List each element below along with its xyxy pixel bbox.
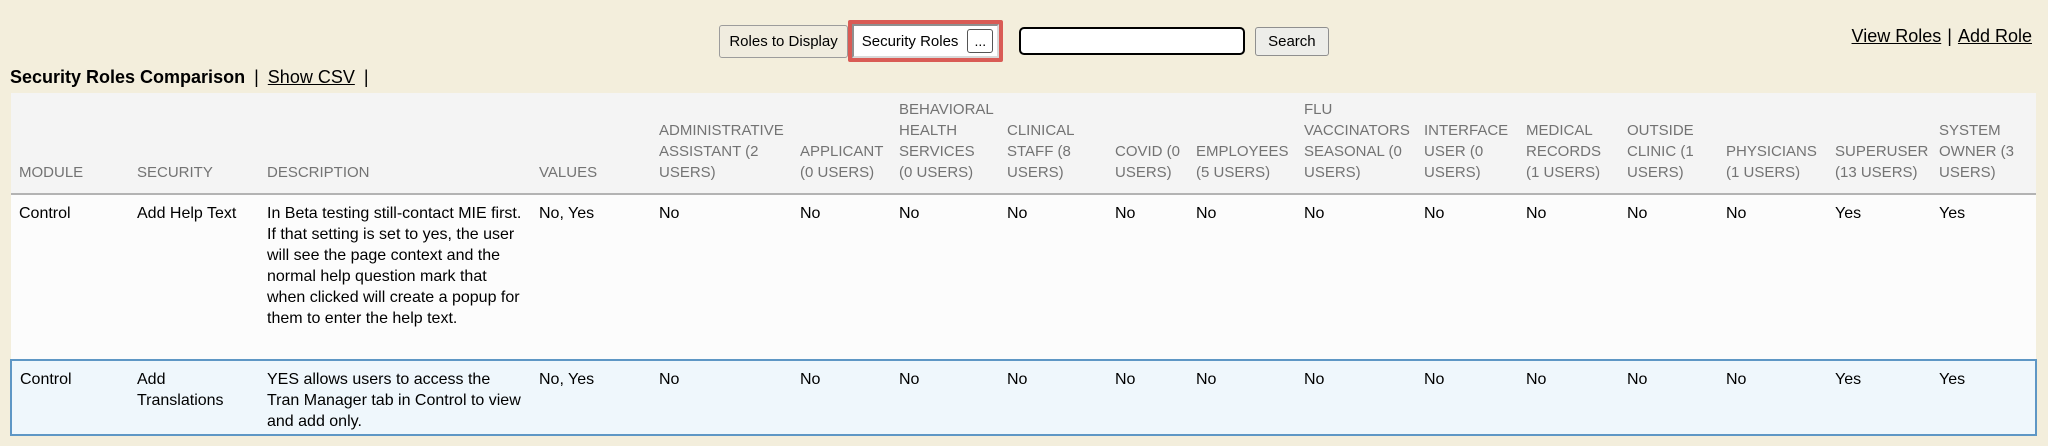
roles-to-display-button[interactable]: Roles to Display <box>719 24 848 58</box>
cell-role-value: No <box>1518 359 1619 436</box>
table-row-highlighted[interactable]: Control Add Translations YES allows user… <box>10 359 2037 436</box>
column-header-physicians: PHYSICIANS (1 USERS) <box>1718 93 1827 195</box>
column-header-description: DESCRIPTION <box>259 93 531 195</box>
toolbar: Roles to Display Security Roles ... Sear… <box>0 18 2048 64</box>
column-header-covid: COVID (0 USERS) <box>1107 93 1188 195</box>
column-header-employees: EMPLOYEES (5 USERS) <box>1188 93 1296 195</box>
cell-role-value: No <box>1296 359 1416 436</box>
cell-values: No, Yes <box>531 359 651 436</box>
cell-role-value: No <box>1107 359 1188 436</box>
cell-role-value: No <box>1718 194 1827 360</box>
column-header-clinical-staff: CLINICAL STAFF (8 USERS) <box>999 93 1107 195</box>
column-header-superuser: SUPERUSER (13 USERS) <box>1827 93 1931 195</box>
column-header-behavioral-health-services: BEHAVIORAL HEALTH SERVICES (0 USERS) <box>891 93 999 195</box>
column-header-flu-vaccinators-seasonal: FLU VACCINATORS SEASONAL (0 USERS) <box>1296 93 1416 195</box>
cell-role-value: Yes <box>1931 194 2036 360</box>
column-header-administrative-assistant: ADMINISTRATIVE ASSISTANT (2 USERS) <box>651 93 792 195</box>
cell-role-value: Yes <box>1827 359 1931 436</box>
show-csv-link[interactable]: Show CSV <box>267 67 355 87</box>
cell-role-value: No <box>1296 194 1416 360</box>
security-roles-comparison-table: MODULE SECURITY DESCRIPTION VALUES ADMIN… <box>10 93 2037 436</box>
heading-separator: | <box>363 67 369 87</box>
roles-select-value: Security Roles <box>861 32 959 50</box>
cell-role-value: Yes <box>1827 194 1931 360</box>
cell-role-value: No <box>1188 359 1296 436</box>
column-header-interface-user: INTERFACE USER (0 USERS) <box>1416 93 1518 195</box>
roles-select-ellipsis-button[interactable]: ... <box>967 29 994 53</box>
table-header-row: MODULE SECURITY DESCRIPTION VALUES ADMIN… <box>11 93 2036 195</box>
add-role-link[interactable]: Add Role <box>1957 26 2032 46</box>
column-header-medical-records: MEDICAL RECORDS (1 USERS) <box>1518 93 1619 195</box>
heading-separator: | <box>254 67 259 87</box>
top-nav-separator: | <box>1947 26 1952 46</box>
column-header-module: MODULE <box>11 93 129 195</box>
cell-role-value: No <box>891 194 999 360</box>
view-roles-link[interactable]: View Roles <box>1851 26 1942 46</box>
column-header-security: SECURITY <box>129 93 259 195</box>
cell-role-value: No <box>1416 194 1518 360</box>
cell-role-value: No <box>1188 194 1296 360</box>
cell-security: Add Help Text <box>129 194 259 360</box>
cell-role-value: No <box>651 194 792 360</box>
cell-security: Add Translations <box>129 359 259 436</box>
cell-role-value: No <box>792 359 891 436</box>
column-header-values: VALUES <box>531 93 651 195</box>
cell-role-value: No <box>999 194 1107 360</box>
column-header-outside-clinic: OUTSIDE CLINIC (1 USERS) <box>1619 93 1718 195</box>
cell-role-value: No <box>651 359 792 436</box>
search-button[interactable]: Search <box>1255 26 1329 56</box>
cell-role-value: No <box>1416 359 1518 436</box>
cell-role-value: No <box>792 194 891 360</box>
cell-role-value: No <box>1718 359 1827 436</box>
search-input[interactable] <box>1019 27 1246 55</box>
cell-role-value: No <box>999 359 1107 436</box>
cell-values: No, Yes <box>531 194 651 360</box>
table-row[interactable]: Control Add Help Text In Beta testing st… <box>11 194 2036 360</box>
roles-select-highlight: Security Roles ... <box>847 20 1004 62</box>
cell-role-value: No <box>1518 194 1619 360</box>
cell-role-value: No <box>1619 194 1718 360</box>
cell-module: Control <box>10 359 129 436</box>
cell-role-value: Yes <box>1931 359 2037 436</box>
cell-description: In Beta testing still-contact MIE first.… <box>259 194 531 360</box>
cell-role-value: No <box>1107 194 1188 360</box>
roles-select[interactable]: Security Roles ... <box>851 24 1000 58</box>
cell-module: Control <box>11 194 129 360</box>
cell-role-value: No <box>891 359 999 436</box>
column-header-applicant: APPLICANT (0 USERS) <box>792 93 891 195</box>
top-nav: View Roles | Add Role <box>1852 26 2032 47</box>
column-header-system-owner: SYSTEM OWNER (3 USERS) <box>1931 93 2036 195</box>
page-title: Security Roles Comparison <box>10 67 246 87</box>
cell-description: YES allows users to access the Tran Mana… <box>259 359 531 436</box>
page-title-bar: Security Roles Comparison | Show CSV | <box>10 67 2048 88</box>
cell-role-value: No <box>1619 359 1718 436</box>
